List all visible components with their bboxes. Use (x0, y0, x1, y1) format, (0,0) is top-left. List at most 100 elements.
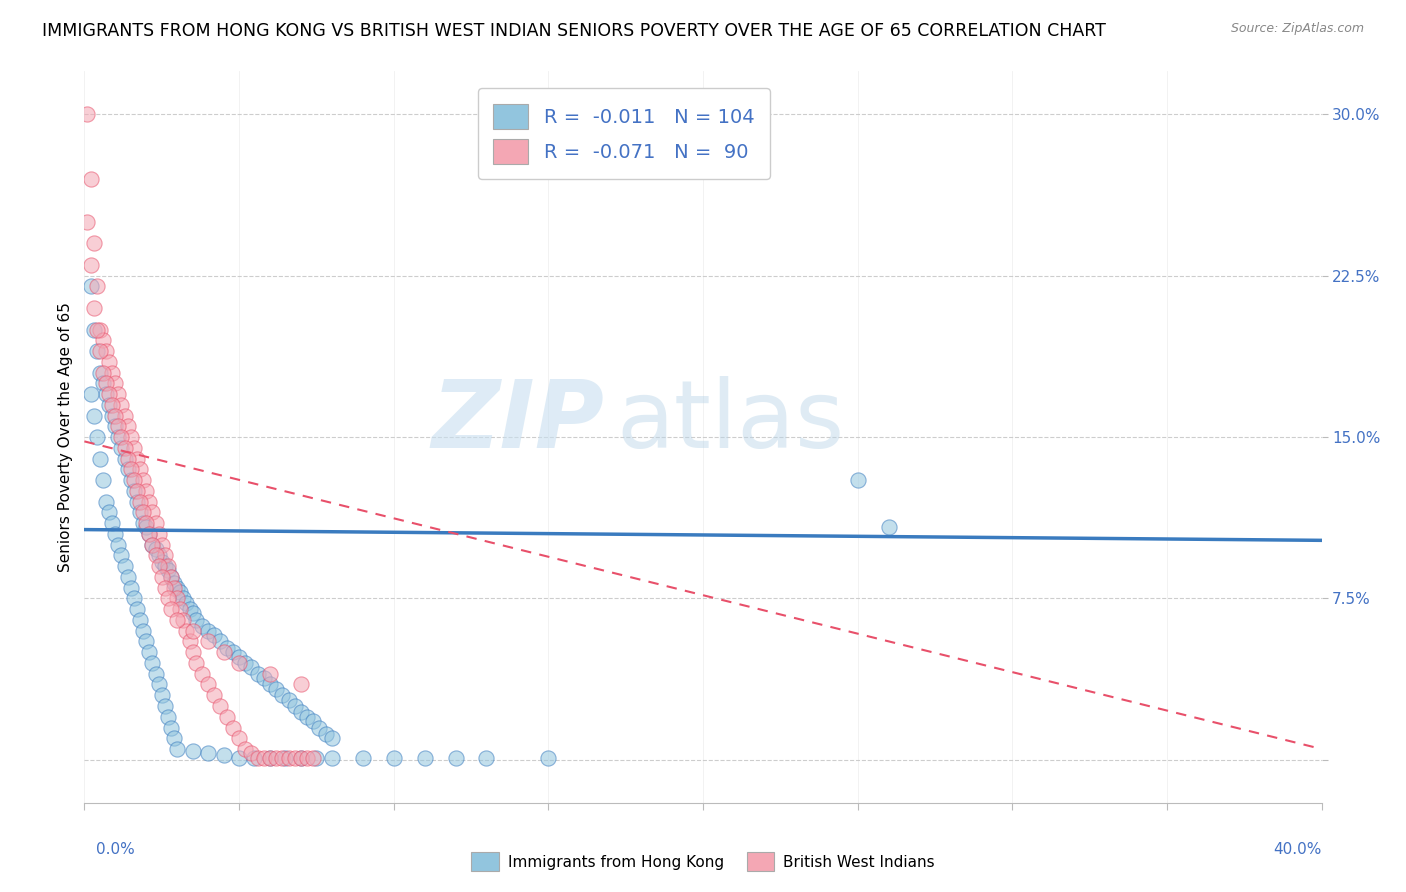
Point (138, 645, 160, 659)
Point (197, 677, 219, 691)
Point (253, 750, 276, 764)
Point (877, 520, 900, 534)
Point (101, 398, 124, 412)
Point (101, 409, 124, 423)
Point (290, 750, 312, 764)
Point (160, 570, 183, 584)
Point (150, 538, 173, 552)
Point (79, 258, 101, 272)
Point (122, 591, 145, 606)
Point (141, 538, 163, 552)
Point (169, 585, 191, 599)
Point (382, 750, 405, 764)
Point (125, 451, 148, 466)
Point (209, 698, 232, 713)
Point (98, 355, 121, 369)
Point (125, 483, 148, 498)
Point (302, 714, 325, 728)
Point (145, 541, 167, 556)
Point (228, 649, 250, 664)
Point (156, 710, 179, 724)
Point (181, 744, 204, 758)
Point (181, 624, 204, 638)
Legend: Immigrants from Hong Kong, British West Indians: Immigrants from Hong Kong, British West … (465, 847, 941, 877)
Point (83, 301, 105, 315)
Point (352, 750, 374, 764)
Point (117, 462, 139, 476)
Point (846, 473, 869, 487)
Point (122, 441, 145, 455)
Point (98, 387, 121, 401)
Point (79, 279, 101, 293)
Point (321, 731, 343, 746)
Point (197, 634, 219, 648)
Point (228, 656, 250, 670)
Point (277, 750, 299, 764)
Point (212, 748, 235, 763)
Point (83, 322, 105, 336)
Point (184, 613, 207, 627)
Point (89, 322, 111, 336)
Point (86, 322, 108, 336)
Point (169, 602, 191, 616)
Point (120, 581, 142, 595)
Point (107, 419, 129, 434)
Point (148, 677, 170, 691)
Point (160, 602, 183, 616)
Point (107, 538, 129, 552)
Point (83, 236, 105, 251)
Point (277, 692, 299, 706)
Point (156, 559, 179, 574)
Point (295, 710, 318, 724)
Point (135, 516, 157, 530)
Point (132, 505, 155, 519)
Point (148, 559, 170, 574)
Point (83, 409, 105, 423)
Point (222, 645, 245, 659)
Point (94, 344, 117, 359)
Point (215, 640, 238, 655)
Point (315, 727, 337, 741)
Point (160, 721, 183, 735)
Point (145, 666, 167, 681)
Point (114, 441, 136, 455)
Point (141, 505, 163, 519)
Text: IMMIGRANTS FROM HONG KONG VS BRITISH WEST INDIAN SENIORS POVERTY OVER THE AGE OF: IMMIGRANTS FROM HONG KONG VS BRITISH WES… (42, 22, 1107, 40)
Point (120, 430, 142, 444)
Point (117, 419, 139, 434)
Point (101, 516, 124, 530)
Text: 40.0%: 40.0% (1274, 842, 1322, 856)
Point (233, 742, 256, 756)
Point (145, 516, 167, 530)
Text: Source: ZipAtlas.com: Source: ZipAtlas.com (1230, 22, 1364, 36)
Point (259, 750, 281, 764)
Point (94, 387, 117, 401)
Point (76, 215, 98, 229)
Point (110, 430, 132, 444)
Point (166, 591, 188, 606)
Point (150, 570, 173, 584)
Point (141, 656, 163, 670)
Point (166, 581, 188, 595)
Text: ZIP: ZIP (432, 376, 605, 468)
Point (141, 538, 163, 552)
Point (176, 624, 198, 638)
Point (191, 666, 214, 681)
Point (153, 581, 176, 595)
Point (148, 527, 170, 541)
Point (308, 721, 330, 735)
Point (91, 333, 114, 347)
Point (156, 591, 179, 606)
Point (197, 747, 219, 761)
Point (321, 750, 343, 764)
Point (163, 576, 186, 591)
Point (94, 376, 117, 391)
Point (101, 366, 124, 380)
Point (110, 441, 132, 455)
Point (202, 628, 225, 642)
Point (222, 721, 245, 735)
Point (179, 602, 201, 616)
Point (120, 462, 142, 476)
Point (122, 483, 145, 498)
Point (110, 398, 132, 412)
